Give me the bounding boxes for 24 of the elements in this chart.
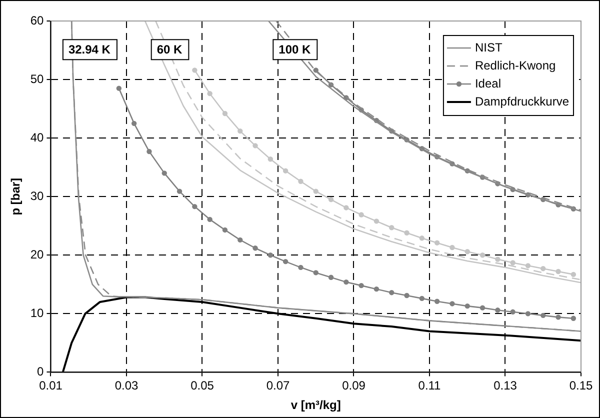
annotation: 60 K [156,42,183,56]
x-tick-label: 0.15 [569,378,593,393]
legend-label: NIST [474,40,503,54]
y-axis-title: p [bar] [8,178,23,216]
y-tick-label: 30 [30,188,44,203]
x-axis-title: v [m³/kg] [290,398,341,412]
legend-label: Dampfdruckkurve [474,94,570,108]
legend-label: Ideal [474,76,501,90]
legend-label: Redlich-Kwong [474,58,556,72]
x-tick-label: 0.09 [342,378,366,393]
y-tick-label: 20 [30,247,44,262]
y-tick-label: 50 [30,72,44,86]
x-tick-label: 0.03 [114,378,138,393]
y-tick-label: 60 [30,13,44,28]
x-tick-label: 0.13 [494,378,518,393]
y-tick-label: 10 [30,306,44,320]
y-tick-label: 40 [30,130,44,144]
y-tick-label: 0 [37,364,44,379]
x-tick-label: 0.01 [39,378,63,393]
x-tick-label: 0.11 [418,378,442,393]
annotation: 100 K [278,42,312,56]
x-tick-label: 0.07 [266,378,290,393]
x-tick-label: 0.05 [190,378,214,393]
annotation: 32.94 K [68,42,111,56]
